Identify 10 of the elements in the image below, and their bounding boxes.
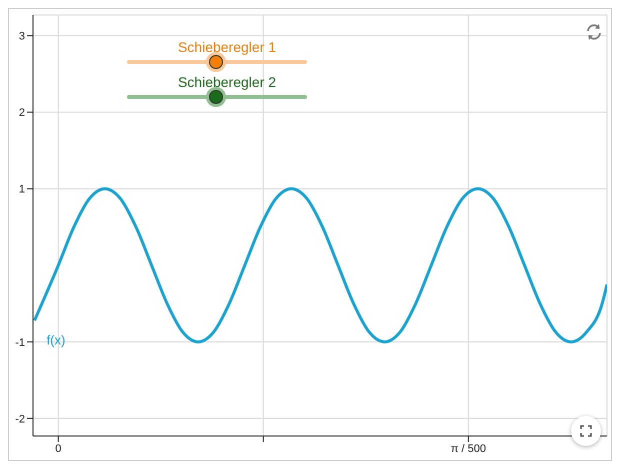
y-tick-label: 3 (18, 30, 25, 43)
series-label: f(x) (46, 332, 66, 348)
y-tick-label: -1 (15, 336, 25, 349)
x-tick-label: 0 (55, 442, 62, 455)
annotation: Schieberegler 2 (176, 74, 278, 90)
x-tick-label: π / 500 (450, 442, 486, 455)
y-tick-label: -2 (15, 413, 25, 426)
y-tick-label: 1 (18, 184, 25, 196)
y-tick-label: 2 (18, 107, 25, 120)
annotation: Schieberegler 1 (176, 39, 278, 55)
